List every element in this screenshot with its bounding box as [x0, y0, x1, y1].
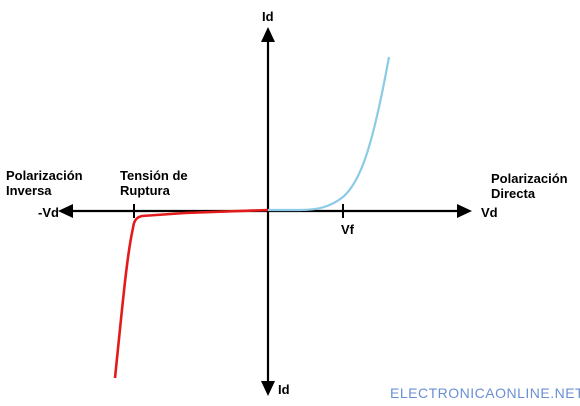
voltage-axis-label-right: Vd — [481, 205, 498, 220]
voltage-axis-label-left: -Vd — [38, 205, 59, 220]
current-axis-arrow-down — [261, 381, 275, 396]
reverse-bias-curve — [113, 208, 269, 379]
forward-bias-curve — [268, 56, 391, 212]
current-axis-label-top: Id — [262, 9, 274, 24]
forward-bias-label: Polarización Directa — [491, 171, 568, 201]
current-axis-label-bottom: Id — [278, 382, 290, 397]
reverse-bias-label-line2: Inversa — [6, 183, 52, 198]
site-watermark: ELECTRONICAONLINE.NET — [390, 385, 580, 401]
reverse-bias-label-line1: Polarización — [6, 168, 83, 183]
forward-voltage-label: Vf — [341, 222, 354, 237]
reverse-bias-label: Polarización Inversa — [6, 168, 83, 198]
voltage-axis-arrow-left — [58, 204, 73, 218]
voltage-axis-arrow-right — [457, 204, 472, 218]
breakdown-voltage-label-line2: Ruptura — [120, 183, 170, 198]
forward-bias-label-line1: Polarización — [491, 171, 568, 186]
current-axis-arrow-up — [261, 27, 275, 42]
forward-bias-label-line2: Directa — [491, 186, 536, 201]
breakdown-voltage-label: Tensión de Ruptura — [120, 168, 188, 198]
breakdown-voltage-label-line1: Tensión de — [120, 168, 188, 183]
